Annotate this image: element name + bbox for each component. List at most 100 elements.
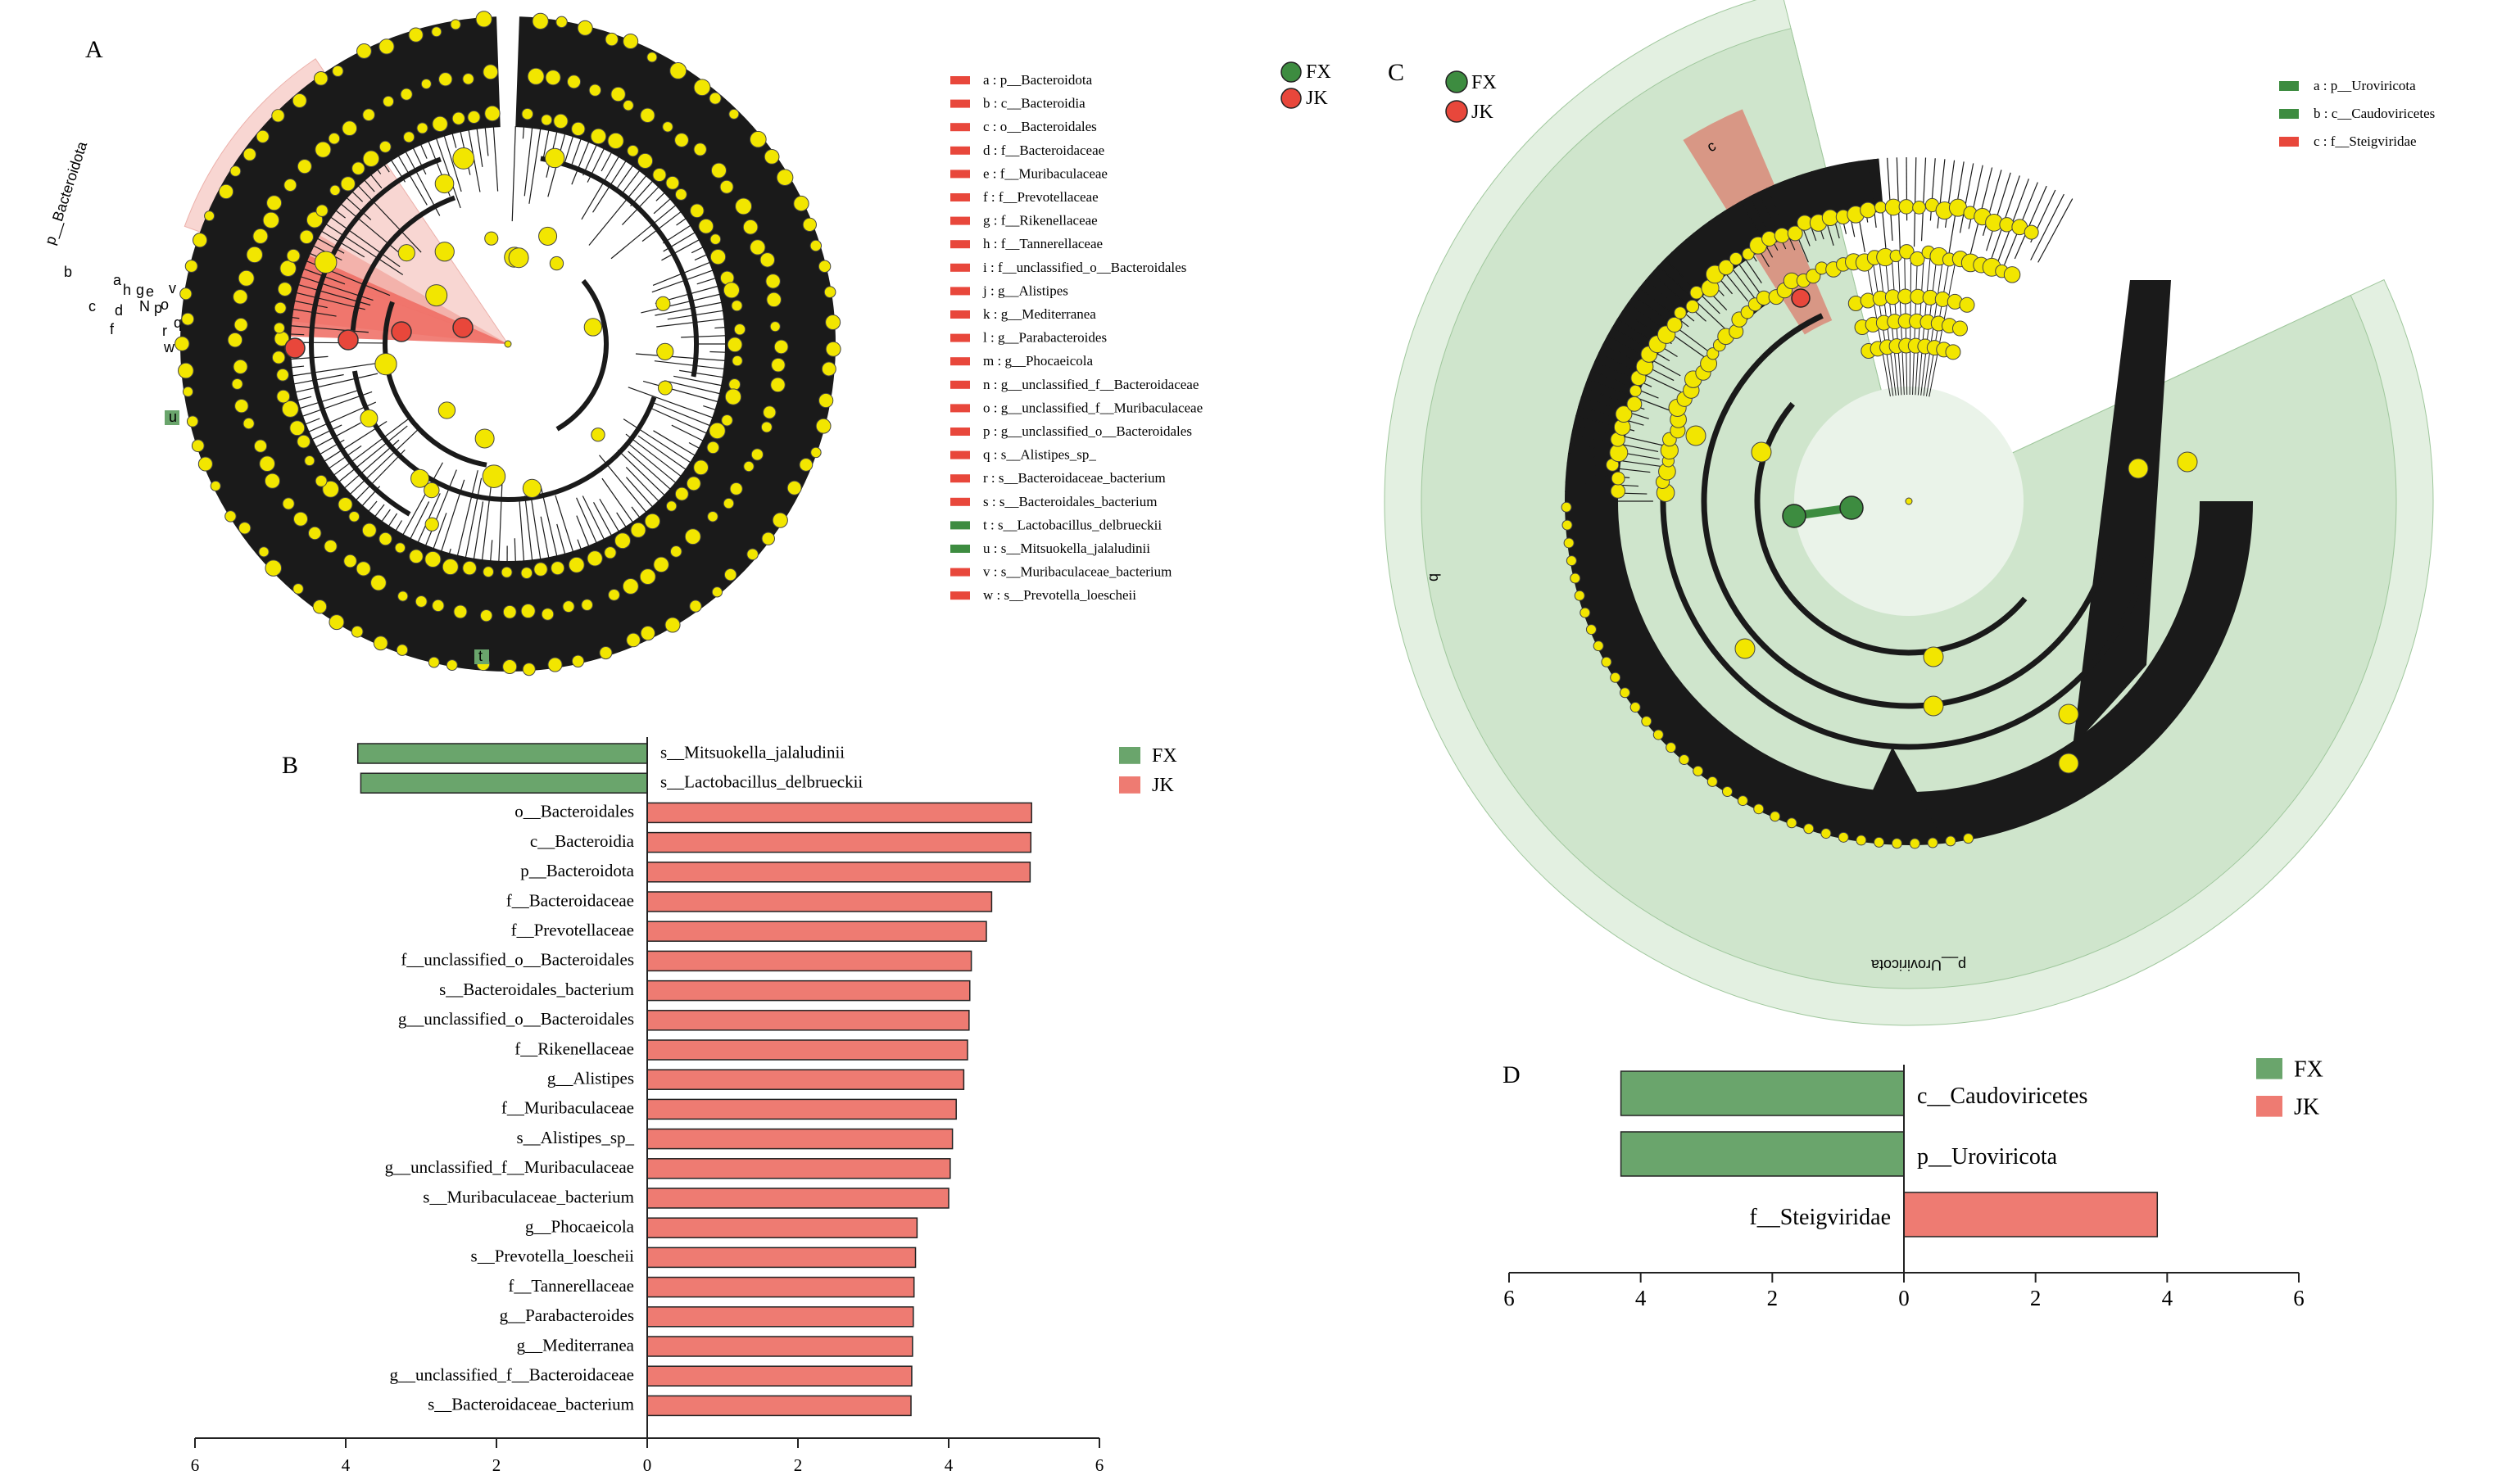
tree-branch [305, 418, 320, 425]
sector-letter: w [163, 339, 175, 355]
tree-node [587, 550, 603, 567]
tree-branch [374, 504, 385, 518]
tree-node [259, 455, 275, 473]
sector-letter: r [162, 323, 167, 339]
tree-node [749, 130, 767, 148]
tree-node [1666, 742, 1677, 753]
legend-swatch [950, 193, 970, 201]
tree-node [324, 539, 338, 554]
tree-branch [641, 293, 721, 314]
tree-node [571, 654, 585, 667]
tree-node [818, 392, 834, 409]
bar [1620, 1131, 1905, 1177]
tree-node [614, 532, 631, 550]
sector-letter: b [1426, 573, 1443, 581]
tree-node [727, 337, 743, 353]
tree-node [1753, 803, 1765, 815]
panel-label-d: D [1502, 1061, 1521, 1088]
tree-node [238, 522, 252, 535]
tree-node [453, 604, 468, 619]
tree-node [315, 474, 328, 487]
tree-node [750, 448, 764, 461]
group-marker [1280, 61, 1302, 83]
tree-node [1718, 259, 1734, 276]
tree-node [242, 417, 255, 430]
tree-branch [2037, 198, 2074, 263]
tree-node [315, 204, 329, 217]
tree-node [1601, 656, 1612, 667]
cladogram-nodes [1561, 197, 2198, 849]
legend-swatch [950, 450, 970, 459]
tree-branch [694, 254, 707, 261]
tree-node [479, 609, 493, 622]
tree-branch [299, 389, 359, 409]
tree-node [605, 32, 619, 47]
tree-branch [1740, 201, 1774, 258]
fx-marker [474, 649, 489, 664]
tree-node [322, 480, 340, 498]
tree-node [252, 228, 269, 244]
tree-node [693, 459, 709, 476]
tree-node [420, 78, 432, 89]
root-node [1905, 497, 1913, 505]
category-label: g__unclassified_f__Muribaculaceae [385, 1157, 634, 1177]
tree-node [1774, 227, 1790, 243]
tree-node [328, 132, 341, 145]
tree-node [432, 599, 445, 613]
tree-branch [484, 127, 489, 156]
bar [646, 862, 1031, 883]
tree-branch [1565, 481, 1638, 487]
tree-node [475, 11, 492, 28]
tree-branch [338, 425, 408, 482]
tree-node [2024, 224, 2039, 240]
tree-node [799, 458, 814, 472]
tree-branch [571, 141, 590, 185]
tree-node [451, 111, 465, 125]
tick-label: 2 [794, 1455, 803, 1475]
tree-branch [465, 477, 483, 559]
tree-branch [688, 441, 700, 449]
tree-node [1706, 776, 1718, 787]
tree-node [551, 561, 565, 576]
tree-node [731, 300, 743, 312]
legend-label: FX [2294, 1056, 2323, 1082]
legend-swatch [950, 170, 970, 179]
tree-node [314, 251, 338, 274]
legend-swatch [1119, 747, 1140, 764]
bar [646, 1336, 913, 1357]
tree-branch [661, 239, 700, 261]
tree-node [644, 513, 661, 530]
tree-node [599, 645, 613, 660]
legend-label: FX [1152, 745, 1177, 767]
jk-node [338, 329, 359, 351]
legend-entry: m : g__Phocaeicola [983, 353, 1094, 369]
bar [646, 921, 987, 942]
fx-node [1782, 504, 1806, 528]
tree-branch [671, 424, 704, 441]
tick-label: 6 [191, 1455, 200, 1475]
category-label: g__Mediterranea [517, 1335, 635, 1355]
tree-branch [395, 520, 403, 532]
bar [646, 1217, 918, 1238]
category-labels: s__Mitsuokella_jalaludinii s__Lactobacill… [385, 742, 863, 1414]
category-label: s__Bacteroidaceae_bacterium [428, 1395, 634, 1414]
tree-branch [357, 185, 422, 253]
tree-node [693, 79, 711, 97]
tree-branch [653, 198, 671, 215]
tree-branch [564, 135, 574, 163]
tree-node [709, 92, 722, 105]
tree-node [793, 195, 809, 212]
tree-node [1912, 201, 1926, 215]
tree-branch [556, 523, 566, 554]
legend-entry: g : f__Rikenellaceae [983, 213, 1098, 228]
tree-node [825, 341, 841, 357]
legend-entry: f : f__Prevotellaceae [983, 189, 1099, 205]
bar-series [356, 743, 1032, 1417]
tree-branch [410, 501, 430, 540]
tree-branch [476, 128, 483, 167]
tick-label: 0 [643, 1455, 652, 1475]
tree-node [710, 162, 727, 179]
legend-swatch [950, 310, 970, 319]
tree-node [274, 301, 287, 314]
tree-branch [653, 430, 696, 456]
